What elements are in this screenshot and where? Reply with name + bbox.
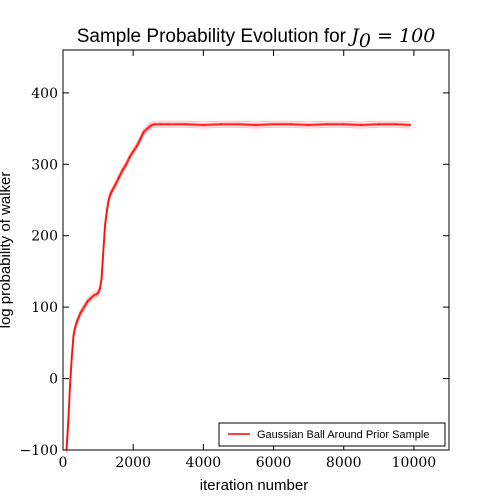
series-point <box>126 164 127 165</box>
series-point <box>105 224 106 225</box>
series-point <box>119 177 120 178</box>
series-point <box>106 210 107 211</box>
series-point <box>101 278 102 279</box>
x-tick-label: 10000 <box>392 455 437 471</box>
series-walker-trace <box>67 123 411 449</box>
series-point <box>133 151 134 152</box>
series-point <box>361 124 362 125</box>
series-point <box>103 249 104 250</box>
x-tick-label: 4000 <box>186 455 222 471</box>
x-tick-label: 0 <box>59 455 68 471</box>
series-point <box>326 124 327 125</box>
series-point <box>143 132 144 133</box>
series-walker-trace <box>67 121 411 447</box>
series-point <box>343 124 344 125</box>
series-layer <box>66 121 411 453</box>
series-point <box>129 157 130 158</box>
plot-area <box>63 50 449 450</box>
series-point <box>110 194 111 195</box>
series-point <box>71 357 72 358</box>
series-point <box>98 292 99 293</box>
series-point <box>94 294 95 295</box>
series-walker-trace <box>67 126 411 452</box>
series-point <box>80 312 81 313</box>
series-point <box>154 124 155 125</box>
y-tick-label: 0 <box>49 372 58 388</box>
legend: Gaussian Ball Around Prior Sample <box>219 423 445 446</box>
series-point <box>203 124 204 125</box>
x-tick-label: 6000 <box>256 455 292 471</box>
series-point <box>73 335 74 336</box>
series-point <box>136 146 137 147</box>
series-point <box>255 124 256 125</box>
series-point <box>68 421 69 422</box>
series-point <box>96 294 97 295</box>
series-point <box>99 289 100 290</box>
series-point <box>168 124 169 125</box>
series-line <box>67 124 411 450</box>
series-point <box>108 199 109 200</box>
y-tick-label: 400 <box>31 86 58 102</box>
y-tick-label: −100 <box>20 443 58 459</box>
y-axis-label: log probability of walker <box>0 172 14 329</box>
y-tick-label: 100 <box>31 300 58 316</box>
series-point <box>91 297 92 298</box>
series-point <box>161 124 162 125</box>
series-point <box>115 184 116 185</box>
series-point <box>291 124 292 125</box>
series-point <box>150 125 151 126</box>
series-point <box>84 307 85 308</box>
x-tick-label: 2000 <box>115 455 151 471</box>
y-tick-label: 300 <box>31 157 58 173</box>
series-point <box>396 124 397 125</box>
series-point <box>112 190 113 191</box>
series-point <box>87 301 88 302</box>
x-tick-label: 8000 <box>326 455 362 471</box>
series-point <box>238 124 239 125</box>
series-point <box>76 321 77 322</box>
series-point <box>122 169 123 170</box>
series-point <box>147 128 148 129</box>
series-point <box>308 124 309 125</box>
series-point <box>410 124 411 125</box>
series-point <box>378 124 379 125</box>
series-point <box>69 385 70 386</box>
series-point <box>273 124 274 125</box>
legend-label: Gaussian Ball Around Prior Sample <box>257 429 429 441</box>
series-point <box>140 139 141 140</box>
series-point <box>185 124 186 125</box>
chart-title: Sample Probability Evolution for J0 = 10… <box>77 25 436 52</box>
x-axis-label: iteration number <box>200 477 308 494</box>
series-point <box>75 327 76 328</box>
series-point <box>220 124 221 125</box>
y-tick-label: 200 <box>31 229 58 245</box>
